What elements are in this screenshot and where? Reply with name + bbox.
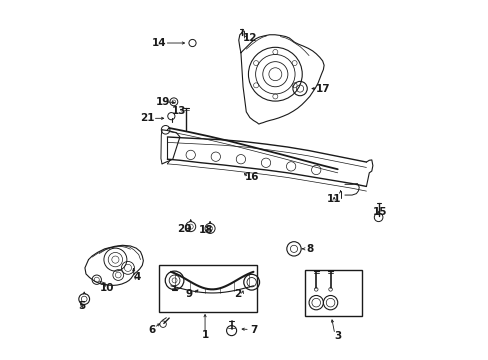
- Text: 18: 18: [199, 225, 213, 235]
- Text: 2: 2: [233, 289, 241, 299]
- Text: 16: 16: [244, 172, 259, 183]
- Text: 20: 20: [177, 224, 191, 234]
- Text: 7: 7: [250, 325, 257, 334]
- Text: 21: 21: [140, 113, 154, 123]
- Text: 4: 4: [133, 272, 141, 282]
- Bar: [159, 265, 256, 312]
- Text: 14: 14: [152, 38, 166, 48]
- Text: 15: 15: [372, 207, 386, 217]
- Text: 6: 6: [148, 325, 155, 334]
- Text: 13: 13: [172, 106, 186, 116]
- Text: 3: 3: [333, 331, 341, 341]
- Text: 5: 5: [78, 301, 85, 311]
- Text: 1: 1: [201, 330, 208, 340]
- Text: 10: 10: [100, 283, 115, 293]
- Bar: [305, 270, 362, 316]
- Text: 8: 8: [306, 244, 313, 254]
- Text: 12: 12: [242, 33, 257, 43]
- Text: 9: 9: [185, 289, 192, 299]
- Text: 17: 17: [315, 84, 329, 94]
- Text: 19: 19: [155, 97, 169, 107]
- Text: 11: 11: [326, 194, 341, 204]
